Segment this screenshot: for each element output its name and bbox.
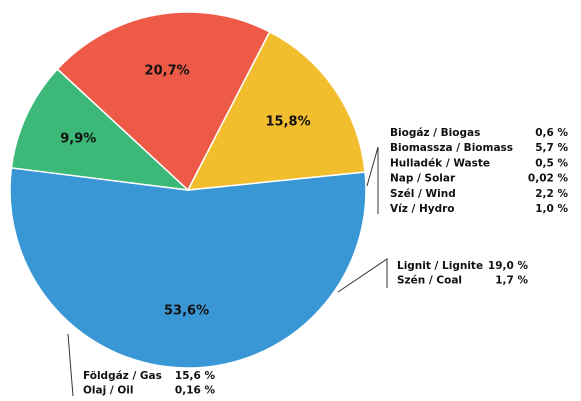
annotation-value: 2,2 %	[535, 188, 568, 200]
annotation-value: 15,6 %	[175, 370, 216, 382]
annotation-label: Földgáz / Gas	[83, 370, 162, 382]
pie: 53,6% 9,9% 20,7% 15,8%	[9, 11, 367, 369]
annotation-value: 19,0 %	[488, 260, 529, 272]
pie-slice	[9, 166, 367, 369]
annotation-value: 1,0 %	[535, 203, 568, 215]
annotation-label: Biomassza / Biomass	[390, 142, 513, 154]
leader-line	[366, 146, 379, 214]
annotation-value: 5,7 %	[535, 142, 568, 154]
annotation-label: Lignit / Lignite	[397, 260, 483, 272]
annotation-value: 0,16 %	[175, 385, 216, 397]
slice-label: 20,7%	[145, 63, 190, 78]
annotation-label: Szén / Coal	[397, 275, 462, 287]
annotation-value: 1,7 %	[495, 275, 528, 287]
annotation-label: Hulladék / Waste	[390, 157, 490, 169]
annotation-value: 0,6 %	[535, 127, 568, 139]
annotation-label: Biogáz / Biogas	[390, 127, 480, 139]
pie-slice	[186, 30, 366, 191]
slice-label: 53,6%	[164, 304, 209, 319]
annotation-value: 0,02 %	[528, 173, 569, 185]
slice-label: 15,8%	[266, 114, 311, 129]
annotation-label: Nap / Solar	[390, 173, 456, 185]
pie-slice	[10, 67, 191, 192]
leader-line	[67, 333, 74, 397]
annotation-label: Víz / Hydro	[390, 203, 455, 215]
annotation-label: Szél / Wind	[390, 188, 456, 200]
annotation-label: Olaj / Oil	[83, 385, 133, 397]
annotation-value: 0,5 %	[535, 157, 568, 169]
pie-slice	[56, 11, 271, 192]
annotations: Biogáz / Biogas 0,6 % Biomassza / Biomass 5…	[83, 127, 568, 397]
leader-line	[337, 258, 388, 293]
slice-label: 9,9%	[60, 131, 96, 146]
